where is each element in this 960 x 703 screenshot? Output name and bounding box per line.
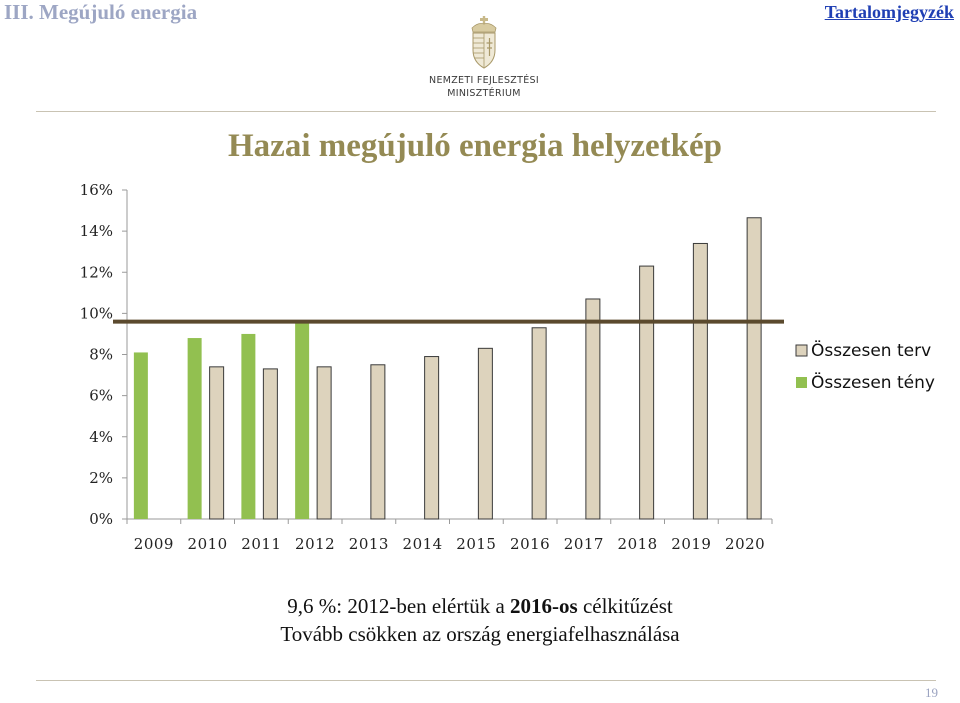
bar-plan	[692, 242, 708, 520]
bar-plan	[262, 368, 278, 520]
x-tick-label: 2017	[564, 535, 604, 553]
coat-of-arms-icon	[471, 16, 497, 69]
bar-actual	[295, 321, 310, 519]
bar-actual	[241, 333, 256, 519]
x-tick-label: 2010	[188, 535, 228, 553]
x-tick-label: 2014	[403, 535, 443, 553]
caption-line-2: Tovább csökken az ország energiafelhaszn…	[280, 622, 680, 646]
caption-prefix: 9,6 %: 2012-ben elértük a	[287, 594, 511, 618]
page-number: 19	[925, 685, 938, 700]
legend-swatch	[796, 377, 807, 388]
logo-text-line1: NEMZETI FEJLESZTÉSI	[429, 75, 539, 86]
toc-link[interactable]: Tartalomjegyzék	[824, 2, 954, 22]
bar-plan	[477, 347, 493, 520]
y-tick-label: 8%	[89, 346, 113, 364]
bar-plan	[746, 217, 762, 520]
y-tick-label: 16%	[80, 181, 113, 199]
bar-actual	[187, 338, 202, 519]
y-tick-label: 10%	[80, 304, 113, 322]
y-tick-label: 14%	[80, 222, 113, 240]
section-title: III. Megújuló energia	[4, 0, 198, 24]
y-tick-label: 0%	[89, 510, 113, 528]
bar-actual	[133, 352, 148, 519]
y-tick-label: 6%	[89, 387, 113, 405]
slide-title: Hazai megújuló energia helyzetkép	[228, 128, 723, 164]
x-tick-label: 2009	[134, 535, 174, 553]
footer-divider	[36, 680, 936, 681]
legend-label: Összesen terv	[811, 339, 931, 361]
bar-plan	[585, 298, 601, 520]
x-tick-label: 2013	[349, 535, 389, 553]
bar-plan	[316, 366, 332, 520]
y-tick-label: 12%	[80, 263, 113, 281]
y-tick-label: 4%	[89, 428, 113, 446]
y-tick-label: 2%	[89, 469, 113, 487]
caption-line-1: 9,6 %: 2012-ben elértük a 2016-os célkit…	[0, 594, 960, 619]
caption-suffix: célkitűzést	[577, 594, 673, 618]
bar-plan	[424, 356, 440, 520]
x-tick-label: 2012	[295, 535, 335, 553]
x-tick-label: 2011	[241, 535, 281, 553]
legend-label: Összesen tény	[811, 371, 935, 393]
x-tick-label: 2016	[510, 535, 550, 553]
header-divider	[36, 111, 936, 112]
legend-swatch	[795, 344, 808, 357]
bar-plan	[639, 265, 655, 520]
bar-plan	[370, 364, 386, 520]
ministry-logo: NEMZETI FEJLESZTÉSI MINISZTÉRIUM	[426, 16, 542, 102]
x-tick-label: 2019	[671, 535, 711, 553]
bar-plan	[531, 327, 547, 520]
x-tick-label: 2015	[456, 535, 496, 553]
bar-plan	[209, 366, 225, 520]
x-tick-label: 2020	[725, 535, 765, 553]
x-tick-label: 2018	[618, 535, 658, 553]
logo-text-line2: MINISZTÉRIUM	[447, 88, 521, 99]
caption-bold: 2016-os	[510, 594, 578, 618]
